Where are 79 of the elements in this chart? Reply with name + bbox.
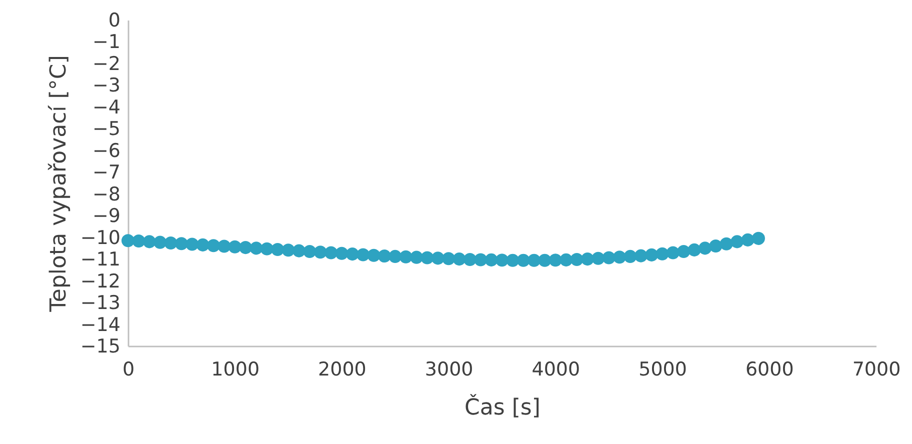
point <box>388 250 402 263</box>
point <box>560 253 573 266</box>
point <box>720 237 733 250</box>
point <box>206 239 220 252</box>
point <box>666 246 680 260</box>
point <box>399 250 412 264</box>
point <box>186 238 199 251</box>
x-tick-label: 7000 <box>852 358 901 380</box>
y-tick-label: −7 <box>92 162 120 184</box>
point <box>282 244 295 257</box>
point <box>174 237 188 250</box>
point <box>602 251 616 264</box>
y-tick-label: −12 <box>80 270 120 292</box>
point <box>580 252 594 266</box>
point <box>516 254 530 267</box>
y-tick-label: −5 <box>92 118 120 140</box>
y-tick-label: −13 <box>80 292 120 314</box>
point <box>592 252 605 265</box>
y-tick-label: −10 <box>80 226 120 249</box>
y-tick-label: 0 <box>108 10 120 32</box>
x-tick-label: 1000 <box>211 358 260 380</box>
y-tick-label: −3 <box>92 74 120 97</box>
point <box>709 240 722 253</box>
point <box>688 243 701 256</box>
point <box>154 236 167 249</box>
point <box>410 250 424 264</box>
point <box>634 249 648 262</box>
point <box>196 238 210 252</box>
point <box>142 235 156 248</box>
point <box>752 232 765 245</box>
x-tick-label: 2000 <box>318 358 366 380</box>
point <box>218 240 231 253</box>
point <box>367 248 380 262</box>
point <box>548 254 562 267</box>
x-axis-title: Čas [s] <box>464 394 540 420</box>
point <box>314 246 327 259</box>
point <box>356 248 370 262</box>
point <box>484 253 498 266</box>
point <box>656 247 669 260</box>
point <box>645 248 658 262</box>
point <box>442 252 456 266</box>
point <box>228 240 242 254</box>
x-tick-label: 5000 <box>638 358 687 380</box>
point <box>730 235 744 248</box>
point <box>250 242 263 255</box>
point <box>613 250 626 264</box>
point <box>741 233 754 246</box>
point <box>506 254 520 267</box>
y-tick-label: −11 <box>80 248 120 271</box>
x-tick-label: 0 <box>122 358 135 380</box>
x-tick-label: 3000 <box>424 358 474 380</box>
point <box>260 242 274 256</box>
y-tick-label: −6 <box>92 140 120 162</box>
y-tick-label: −1 <box>92 31 120 54</box>
y-tick-label: −8 <box>92 183 120 206</box>
point <box>346 248 359 261</box>
x-tick-label: 6000 <box>745 358 794 380</box>
point <box>677 244 690 258</box>
y-tick-label: −2 <box>92 52 120 75</box>
point <box>495 254 509 267</box>
point <box>463 252 476 266</box>
point <box>324 246 338 260</box>
x-tick-label: 4000 <box>532 358 580 380</box>
point <box>431 252 444 265</box>
y-axis-title: Teplota vypařovací [°C] <box>46 55 72 313</box>
point <box>239 241 252 254</box>
y-tick-label: −4 <box>92 96 120 118</box>
point <box>292 244 306 258</box>
y-tick-label: −14 <box>80 314 120 336</box>
point <box>378 250 391 263</box>
y-tick-label: −9 <box>92 205 120 228</box>
y-tick-label: −15 <box>80 336 120 358</box>
point <box>303 244 316 258</box>
point <box>698 242 712 255</box>
point <box>528 254 541 267</box>
point <box>271 243 284 256</box>
point <box>538 254 552 267</box>
point <box>474 253 488 266</box>
point <box>121 234 135 248</box>
